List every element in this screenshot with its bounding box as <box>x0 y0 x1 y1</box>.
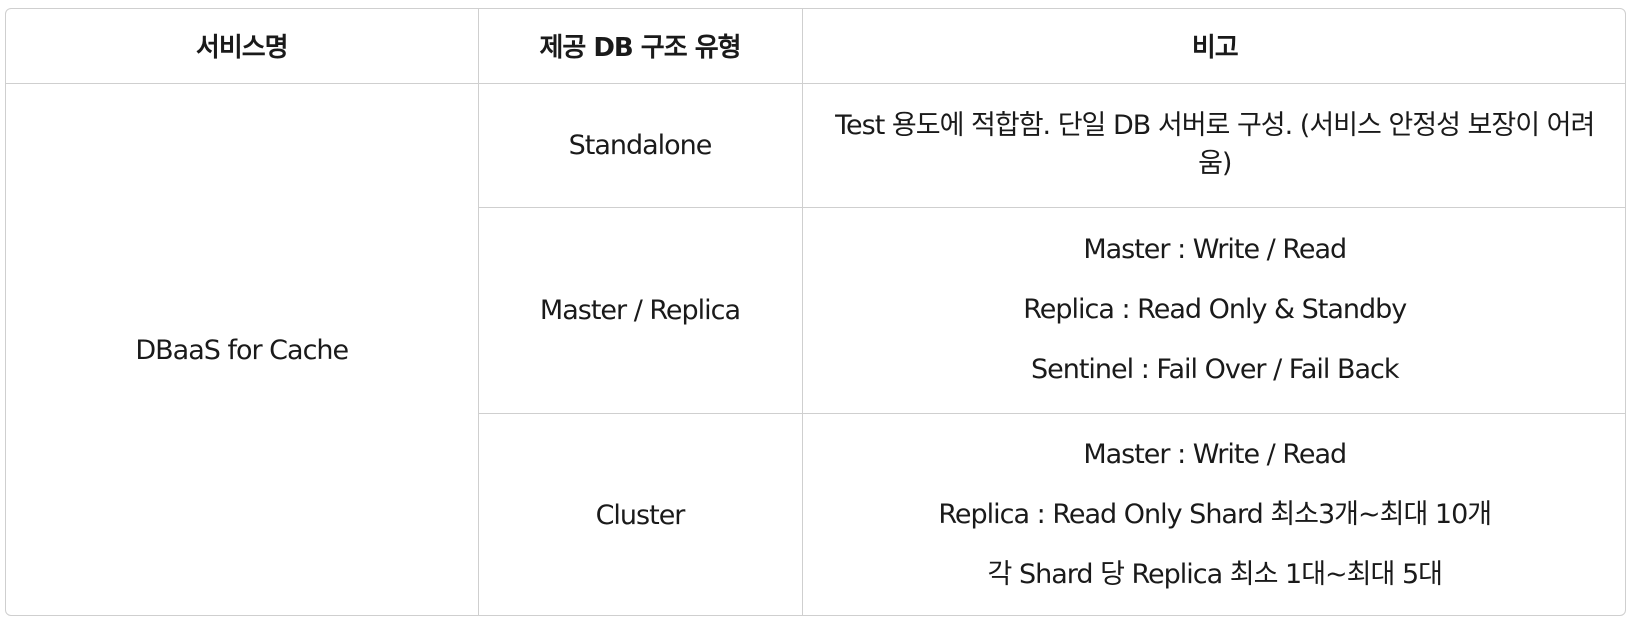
table-row: Master / Replica Master : Write / Read R… <box>6 207 1625 414</box>
table-header-row: 서비스명 제공 DB 구조 유형 비고 <box>6 9 1625 84</box>
structure-type-cell: Master / Replica <box>478 207 803 414</box>
notes-cell: Master : Write / Read Replica : Read Onl… <box>802 413 1625 615</box>
note-line: Master : Write / Read <box>1083 439 1347 471</box>
note-line: Replica : Read Only & Standby <box>1023 294 1407 325</box>
notes-cell: Test 용도에 적합함. 단일 DB 서버로 구성. (서비스 안정성 보장이… <box>802 83 1625 208</box>
notes-cell: Master : Write / Read Replica : Read Onl… <box>802 207 1625 414</box>
db-structure-table-container: 서비스명 제공 DB 구조 유형 비고 DBaaS for Cache Stan… <box>5 8 1626 616</box>
db-structure-table: 서비스명 제공 DB 구조 유형 비고 DBaaS for Cache Stan… <box>6 9 1625 615</box>
note-line: Test 용도에 적합함. 단일 DB 서버로 구성. (서비스 안정성 보장이… <box>835 110 1595 179</box>
note-line: Master : Write / Read <box>1083 234 1347 265</box>
table-row: Cluster Master : Write / Read Replica : … <box>6 413 1625 615</box>
header-db-structure-type: 제공 DB 구조 유형 <box>478 9 803 84</box>
table-row: DBaaS for Cache Standalone Test 용도에 적합함.… <box>6 83 1625 615</box>
note-line: Replica : Read Only Shard 최소3개~최대 10개 <box>938 499 1492 531</box>
structure-type-cell: Standalone <box>478 83 803 208</box>
header-service-name: 서비스명 <box>6 9 479 84</box>
service-name-cell: DBaaS for Cache <box>6 83 479 615</box>
structure-type-cell: Cluster <box>478 413 803 615</box>
note-line: Sentinel : Fail Over / Fail Back <box>1030 354 1400 385</box>
header-notes: 비고 <box>802 9 1625 84</box>
note-line: 각 Shard 당 Replica 최소 1대~최대 5대 <box>987 559 1443 591</box>
